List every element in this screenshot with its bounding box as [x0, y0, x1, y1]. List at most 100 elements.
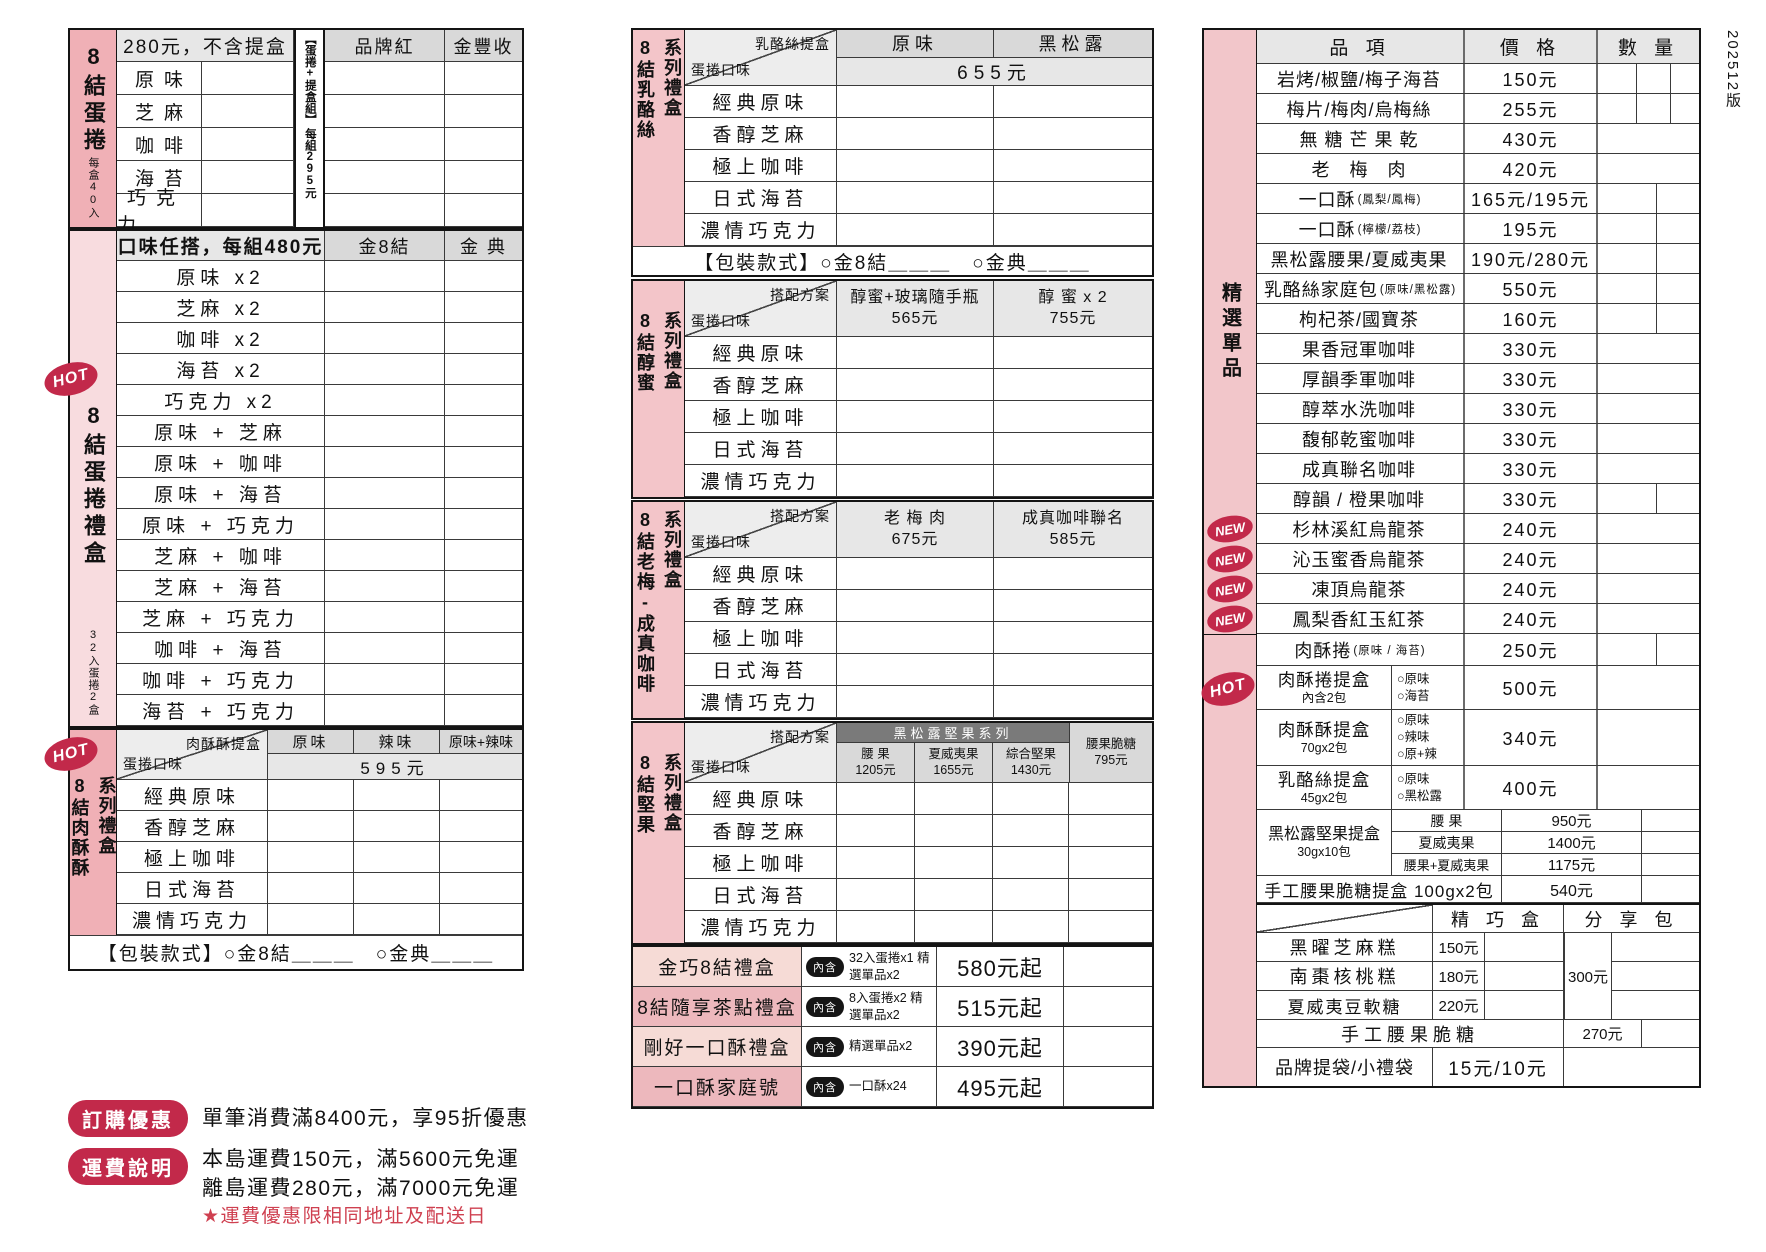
option-original[interactable]: ○原味: [1397, 671, 1430, 686]
qty-cell[interactable]: [1598, 514, 1699, 543]
order-entry-cell[interactable]: [445, 478, 522, 508]
order-entry-cell[interactable]: [445, 633, 522, 663]
order-entry-cell[interactable]: [268, 904, 354, 934]
order-entry-cell[interactable]: [445, 161, 522, 193]
order-entry-cell[interactable]: [202, 62, 294, 94]
option-mixed[interactable]: ○原+辣: [1397, 746, 1437, 761]
qty-cell[interactable]: [1598, 604, 1699, 633]
qty-cell[interactable]: [1485, 962, 1564, 990]
order-entry-cell[interactable]: [325, 62, 445, 94]
order-entry-cell[interactable]: [1064, 947, 1152, 986]
qty-cell[interactable]: [1598, 364, 1699, 393]
order-entry-cell[interactable]: [837, 182, 994, 213]
qty-cell[interactable]: [1485, 933, 1564, 961]
order-entry-cell[interactable]: [994, 150, 1152, 181]
order-entry-cell[interactable]: [994, 622, 1152, 653]
order-entry-cell[interactable]: [325, 261, 445, 291]
order-entry-cell[interactable]: [994, 86, 1152, 117]
order-entry-cell[interactable]: [837, 558, 994, 589]
order-entry-cell[interactable]: [325, 478, 445, 508]
order-entry-cell[interactable]: [268, 780, 354, 810]
order-entry-cell[interactable]: [440, 873, 522, 903]
qty-cell[interactable]: [1642, 810, 1699, 831]
packaging-style-row[interactable]: 【包裝款式】○金8結＿＿＿ ○金典＿＿＿: [633, 246, 1152, 275]
order-entry-cell[interactable]: [325, 447, 445, 477]
order-entry-cell[interactable]: [993, 879, 1069, 910]
order-entry-cell[interactable]: [325, 194, 445, 226]
order-entry-cell[interactable]: [915, 879, 993, 910]
order-entry-cell[interactable]: [445, 447, 522, 477]
qty-cell[interactable]: [1598, 214, 1699, 243]
qty-cell[interactable]: [1598, 304, 1699, 333]
order-entry-cell[interactable]: [354, 811, 440, 841]
order-entry-cell[interactable]: [325, 354, 445, 384]
qty-cell[interactable]: [1598, 574, 1699, 603]
order-entry-cell[interactable]: [440, 842, 522, 872]
order-entry-cell[interactable]: [445, 571, 522, 601]
order-entry-cell[interactable]: [837, 214, 994, 245]
order-entry-cell[interactable]: [445, 323, 522, 353]
order-entry-cell[interactable]: [202, 161, 294, 193]
qty-cell[interactable]: [1598, 64, 1699, 93]
order-entry-cell[interactable]: [837, 879, 915, 910]
order-entry-cell[interactable]: [445, 664, 522, 694]
qty-cell[interactable]: [1598, 544, 1699, 573]
flavor-options[interactable]: ○原味 ○海苔: [1392, 666, 1465, 709]
order-entry-cell[interactable]: [440, 811, 522, 841]
order-entry-cell[interactable]: [202, 95, 294, 127]
order-entry-cell[interactable]: [915, 783, 993, 814]
order-entry-cell[interactable]: [1069, 911, 1152, 942]
order-entry-cell[interactable]: [994, 686, 1152, 717]
order-entry-cell[interactable]: [994, 369, 1152, 400]
option-seaweed[interactable]: ○海苔: [1397, 688, 1430, 703]
order-entry-cell[interactable]: [1069, 783, 1152, 814]
order-entry-cell[interactable]: [994, 590, 1152, 621]
order-entry-cell[interactable]: [837, 622, 994, 653]
qty-cell[interactable]: [1598, 394, 1699, 423]
qty-cell[interactable]: [1485, 991, 1564, 1019]
order-entry-cell[interactable]: [202, 128, 294, 160]
order-entry-cell[interactable]: [1069, 879, 1152, 910]
qty-cell[interactable]: [1642, 854, 1699, 875]
packaging-style-row[interactable]: 【包裝款式】○金8結＿＿＿ ○金典＿＿＿: [70, 935, 522, 969]
order-entry-cell[interactable]: [837, 401, 994, 432]
order-entry-cell[interactable]: [837, 465, 994, 496]
order-entry-cell[interactable]: [837, 847, 915, 878]
qty-cell[interactable]: [1598, 484, 1699, 513]
option-original[interactable]: ○原味: [1397, 713, 1430, 728]
qty-cell[interactable]: [1598, 124, 1699, 153]
order-entry-cell[interactable]: [994, 337, 1152, 368]
order-entry-cell[interactable]: [325, 385, 445, 415]
order-entry-cell[interactable]: [1069, 847, 1152, 878]
order-entry-cell[interactable]: [445, 509, 522, 539]
order-entry-cell[interactable]: [993, 783, 1069, 814]
order-entry-cell[interactable]: [445, 416, 522, 446]
qty-cell[interactable]: [1598, 154, 1699, 183]
order-entry-cell[interactable]: [325, 602, 445, 632]
order-entry-cell[interactable]: [837, 654, 994, 685]
order-entry-cell[interactable]: [325, 128, 445, 160]
order-entry-cell[interactable]: [837, 86, 994, 117]
qty-cell[interactable]: [1564, 1048, 1699, 1086]
qty-cell[interactable]: [1598, 666, 1699, 709]
order-entry-cell[interactable]: [915, 911, 993, 942]
order-entry-cell[interactable]: [1069, 815, 1152, 846]
qty-cell[interactable]: [1642, 876, 1699, 902]
order-entry-cell[interactable]: [268, 873, 354, 903]
order-entry-cell[interactable]: [837, 118, 994, 149]
qty-cell[interactable]: [1612, 991, 1699, 1019]
order-entry-cell[interactable]: [445, 62, 522, 94]
order-entry-cell[interactable]: [993, 815, 1069, 846]
order-entry-cell[interactable]: [837, 590, 994, 621]
qty-cell[interactable]: [1598, 184, 1699, 213]
qty-cell[interactable]: [1612, 933, 1699, 961]
qty-cell[interactable]: [1642, 832, 1699, 853]
order-entry-cell[interactable]: [1064, 1067, 1152, 1106]
order-entry-cell[interactable]: [325, 571, 445, 601]
qty-cell[interactable]: [1598, 454, 1699, 483]
order-entry-cell[interactable]: [440, 904, 522, 934]
order-entry-cell[interactable]: [354, 873, 440, 903]
order-entry-cell[interactable]: [993, 847, 1069, 878]
order-entry-cell[interactable]: [325, 695, 445, 725]
order-entry-cell[interactable]: [994, 182, 1152, 213]
